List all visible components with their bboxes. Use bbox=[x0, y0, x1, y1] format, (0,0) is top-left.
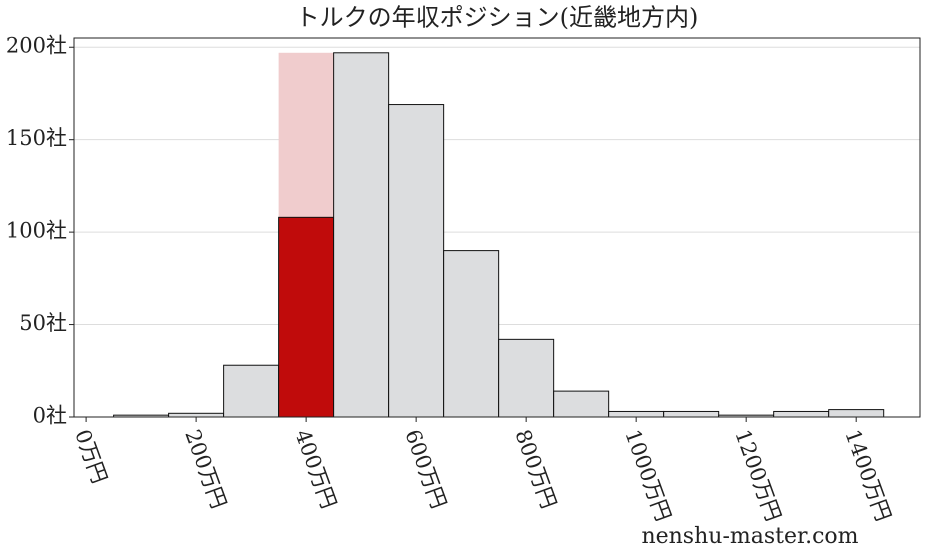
x-tick-label: 1200万円 bbox=[730, 426, 785, 524]
watermark: nenshu-master.com bbox=[641, 524, 858, 549]
bar bbox=[223, 364, 280, 418]
x-tick-label: 400万円 bbox=[290, 426, 341, 511]
x-tick-label: 600万円 bbox=[400, 426, 451, 511]
x-tick-label: 1400万円 bbox=[840, 426, 895, 524]
chart-title: トルクの年収ポジション(近畿地方内) bbox=[296, 4, 699, 32]
bar bbox=[278, 216, 335, 418]
x-tick-label: 1000万円 bbox=[620, 426, 675, 524]
x-tick-label: 800万円 bbox=[510, 426, 561, 511]
plot-frame bbox=[73, 37, 921, 418]
x-tick-label: 200万円 bbox=[180, 426, 231, 511]
x-tick-label: 0万円 bbox=[70, 426, 111, 486]
bar bbox=[773, 410, 830, 418]
bar bbox=[168, 412, 225, 418]
y-tick-label: 200社 bbox=[6, 34, 67, 58]
bar bbox=[608, 410, 665, 418]
bar bbox=[828, 409, 885, 418]
y-tick-label: 150社 bbox=[6, 126, 67, 150]
bar bbox=[553, 390, 610, 418]
y-tick-label: 0社 bbox=[33, 404, 67, 428]
bar bbox=[333, 52, 390, 418]
bar bbox=[498, 338, 555, 418]
bar bbox=[663, 410, 720, 418]
bar bbox=[388, 104, 445, 418]
y-tick-label: 100社 bbox=[6, 219, 67, 243]
bar bbox=[443, 250, 500, 418]
y-tick-label: 50社 bbox=[19, 311, 67, 335]
